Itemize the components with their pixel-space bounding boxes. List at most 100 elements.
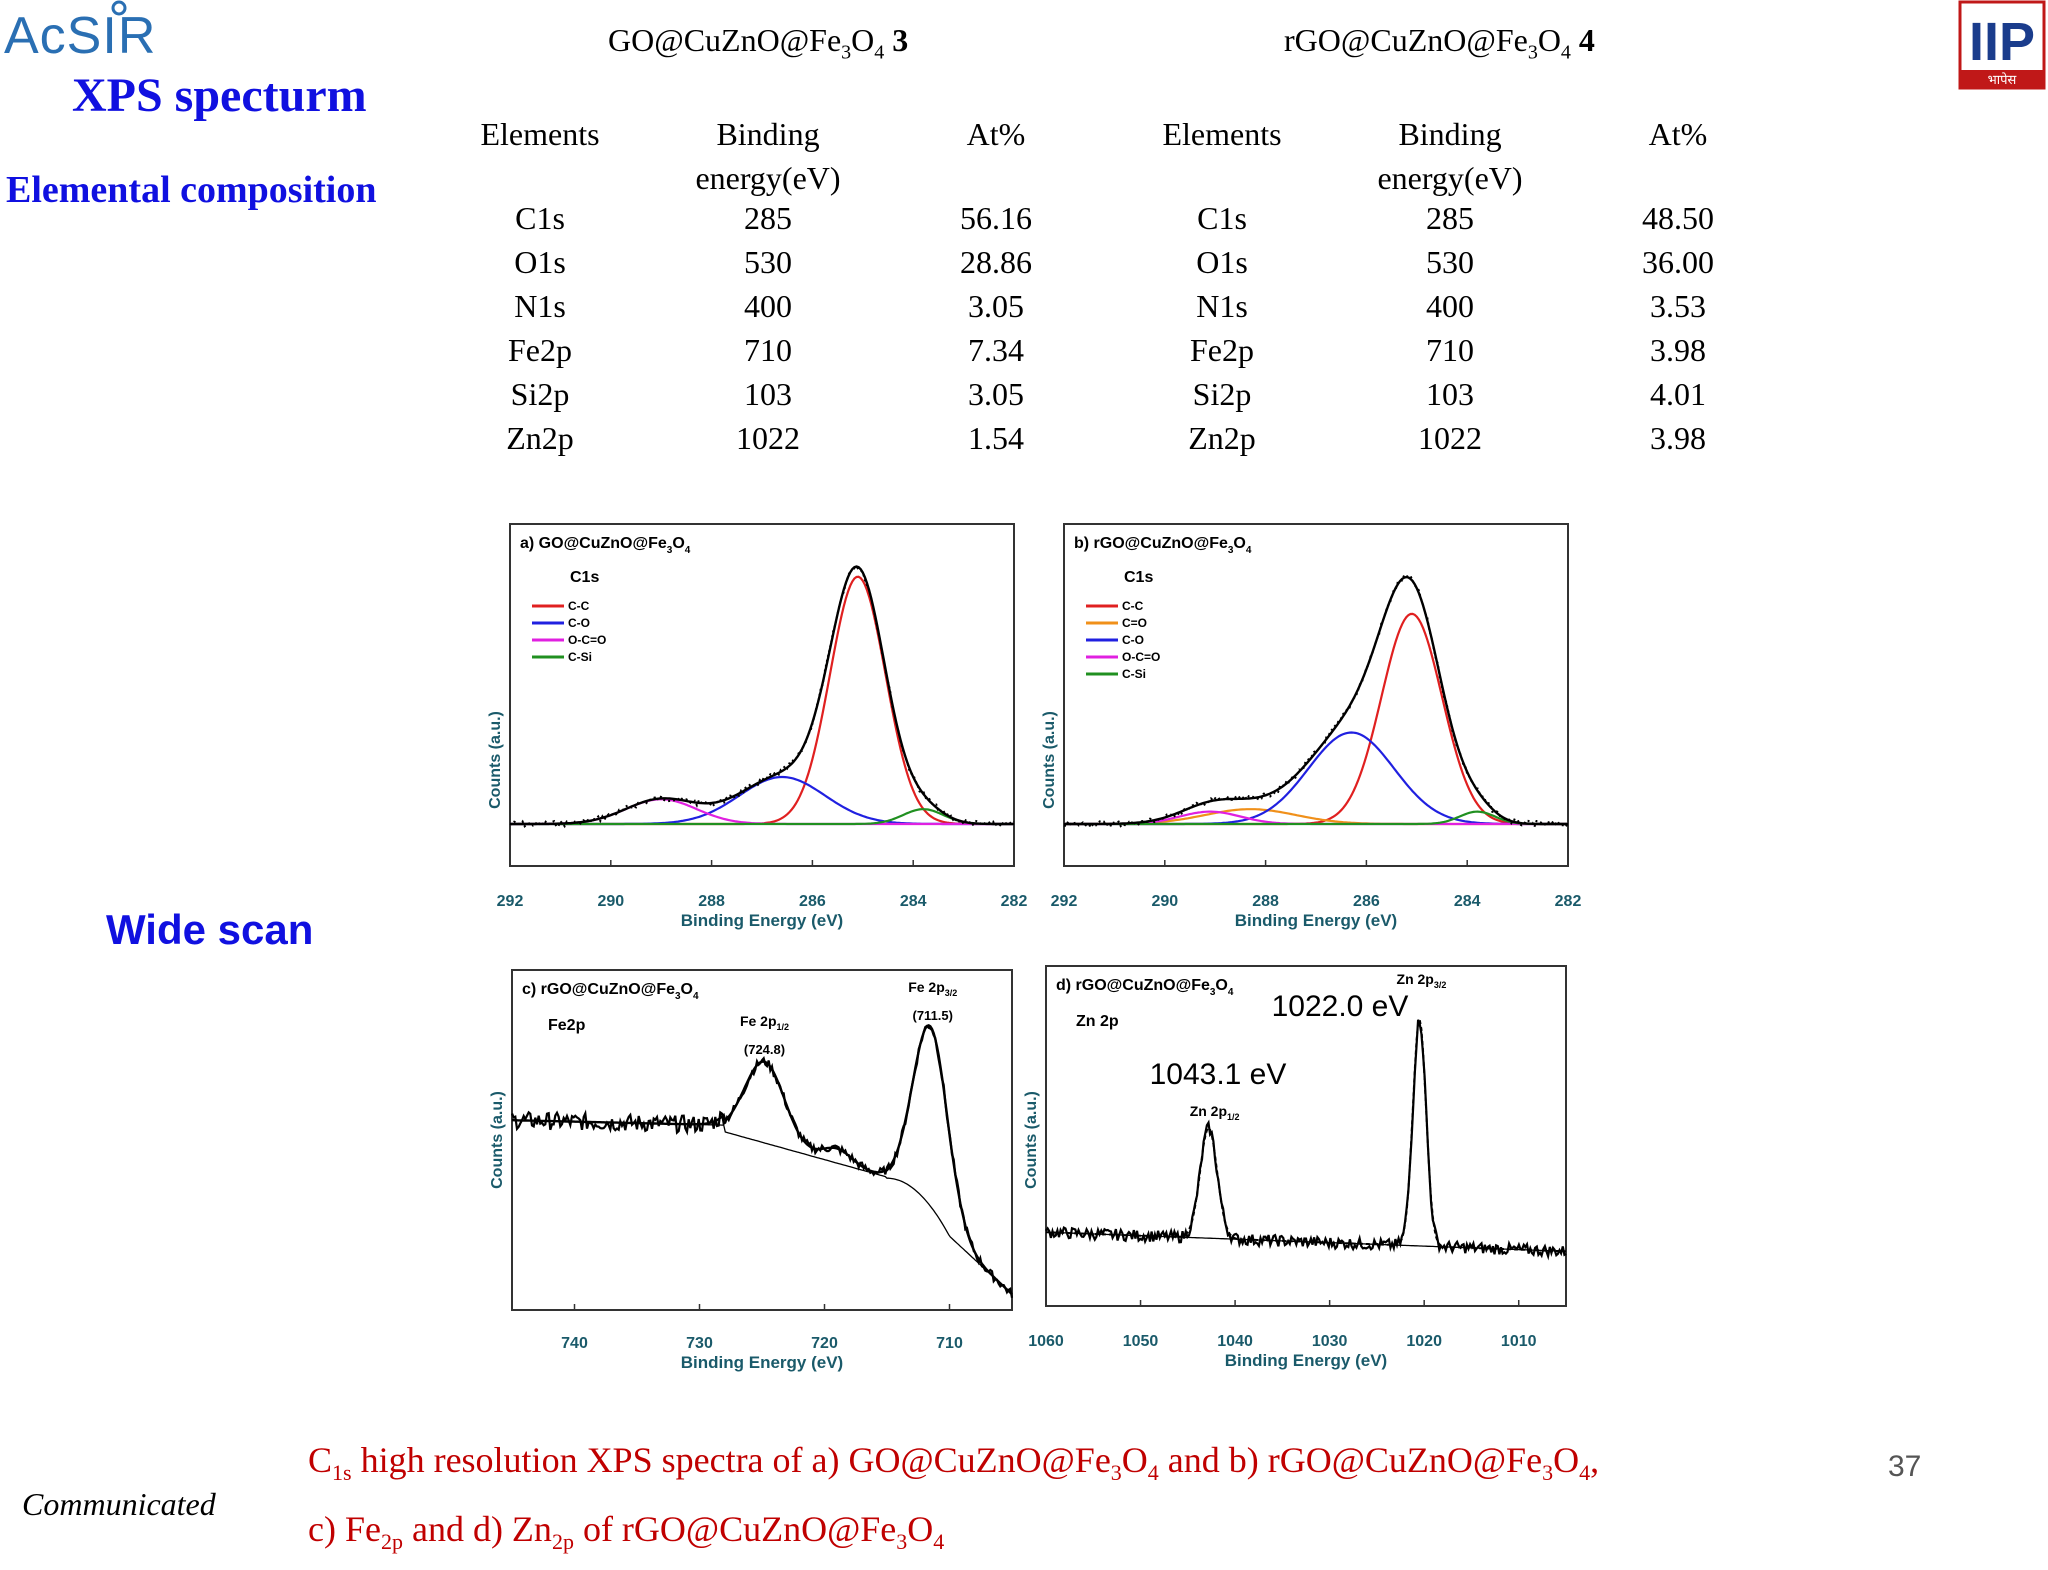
table-cell-binding: 285 [744,200,792,236]
chart-title: c) rGO@CuZnO@Fe3O4 [522,981,699,1002]
caption-text: O [1121,1440,1148,1480]
chart-title-text: c) rGO@CuZnO@Fe [522,981,675,998]
table-header-binding-line2: energy(eV) [1377,160,1523,196]
table-cell-at-percent: 3.98 [1650,420,1706,456]
x-tick-label: 1020 [1406,1333,1442,1350]
table-header-at-percent: At% [966,116,1026,152]
acsir-logo-text: AcSIR [4,7,157,65]
table-header-at-percent: At% [1648,116,1708,152]
table-cell-at-percent: 48.50 [1642,200,1714,236]
chart-title-sub: 4 [685,545,691,556]
peak-value: 1043.1 eV [1150,1058,1287,1091]
table-cell-at-percent: 3.98 [1650,332,1706,368]
x-tick-label: 1050 [1123,1333,1159,1350]
caption-text: high resolution XPS spectra of a) GO@CuZ… [351,1440,1111,1480]
peak-label-text: Fe 2p [908,979,945,995]
table-cell-element: O1s [514,244,566,280]
caption-sub: 3 [1542,1460,1554,1486]
x-axis-label: Binding Energy (eV) [681,1353,843,1372]
caption-sub: 4 [1147,1460,1159,1486]
table-title: GO@CuZnO@Fe3O4 3 [608,22,908,64]
table-header-binding-line1: Binding [716,116,820,152]
caption-text: , [1590,1440,1600,1480]
x-axis-label: Binding Energy (eV) [1235,911,1397,930]
peak-label-text: Zn 2p [1190,1103,1227,1119]
table-header-elements: Elements [1162,116,1282,152]
figure-caption: C1s high resolution XPS spectra of a) GO… [308,1432,1599,1570]
legend-label: C-C [568,599,590,613]
peak-label: Zn 2p1/2 [1190,1103,1240,1122]
chart-title-sub: 3 [1228,545,1234,556]
table-title-sub: 4 [874,41,885,64]
series-c-si [1064,810,1568,826]
x-tick-label: 720 [811,1335,838,1352]
peak-label-text: Zn 2p [1397,971,1434,987]
envelope-fit [512,1024,1013,1296]
chart-subtitle: Zn 2p [1076,1013,1119,1030]
chart-title-text: O [672,535,684,552]
raw-data [1063,573,1569,830]
iip-logo-emblem: IIP भापेस [1958,0,2046,90]
acsir-logo: AcSIR [0,0,180,70]
peak-value: (724.8) [744,1042,785,1057]
peak-value: 1022.0 eV [1272,990,1409,1023]
peak-label: Fe 2p3/2 [908,979,957,998]
y-axis-label: Counts (a.u.) [1041,711,1058,809]
y-axis-label: Counts (a.u.) [489,1091,506,1189]
legend-label: C=O [1122,616,1147,630]
legend-label: C-O [568,616,590,630]
table-cell-element: Si2p [1192,376,1252,412]
iip-logo: IIP भापेस [1956,0,2048,92]
table-title-text: GO@CuZnO@Fe [608,22,842,58]
legend-label: O-C=O [568,633,606,647]
chart-title: d) rGO@CuZnO@Fe3O4 [1056,977,1234,998]
table-title-text: O [851,22,875,58]
legend-label: O-C=O [1122,650,1160,664]
x-tick-label: 292 [1051,893,1078,910]
gear-icon [111,0,127,16]
slide-title: XPS specturm [72,69,367,122]
chart-title-text: O [1233,535,1245,552]
chart-title-text: a) GO@CuZnO@Fe [520,535,667,552]
x-tick-label: 1010 [1501,1333,1537,1350]
x-tick-label: 286 [799,893,826,910]
caption-sub: 3 [896,1529,908,1555]
table-title: rGO@CuZnO@Fe3O4 4 [1284,22,1595,64]
x-axis-label: Binding Energy (eV) [1225,1351,1387,1370]
table-cell-at-percent: 36.00 [1642,244,1714,280]
legend-label: C-C [1122,599,1144,613]
caption-text: and d) Zn [402,1509,552,1550]
table-cell-element: Zn2p [506,420,574,456]
table-cell-binding: 400 [744,288,792,324]
x-tick-label: 290 [1151,893,1178,910]
caption-text: and b) rGO@CuZnO@Fe [1158,1440,1543,1480]
table-cell-element: Si2p [510,376,570,412]
x-tick-label: 1030 [1312,1333,1348,1350]
chart-title-sub: 4 [1228,987,1234,998]
x-tick-label: 286 [1353,893,1380,910]
peak-label-text: Fe 2p [740,1013,777,1029]
table-cell-at-percent: 1.54 [968,420,1024,456]
plot-frame [1045,965,1567,1307]
chart-panel-c: c) rGO@CuZnO@Fe3O4 Fe2p Counts (a.u.) 740 73… [489,969,1014,1372]
x-tick-label: 284 [1454,893,1481,910]
chart-title-sub: 3 [667,545,673,556]
x-tick-label: 740 [561,1335,588,1352]
caption-line-1: C1s high resolution XPS spectra of a) GO… [308,1432,1599,1501]
table-title-sub: 3 [841,41,852,64]
series-c-si [510,808,1014,826]
caption-text: O [907,1509,934,1550]
x-tick-label: 1060 [1028,1333,1064,1350]
table-cell-binding: 285 [1426,200,1474,236]
x-tick-label: 284 [900,893,927,910]
plot-frame [511,969,1013,1311]
raw-data [510,1024,1014,1299]
table-cell-binding: 710 [1426,332,1474,368]
x-tick-label: 730 [686,1335,713,1352]
plot-frame [509,523,1015,867]
chart-title-sub: 3 [675,991,681,1002]
table-header-binding-line1: Binding [1398,116,1502,152]
table-cell-at-percent: 3.05 [968,288,1024,324]
elemental-composition-heading: Elemental composition [6,169,377,211]
x-tick-label: 710 [936,1335,963,1352]
